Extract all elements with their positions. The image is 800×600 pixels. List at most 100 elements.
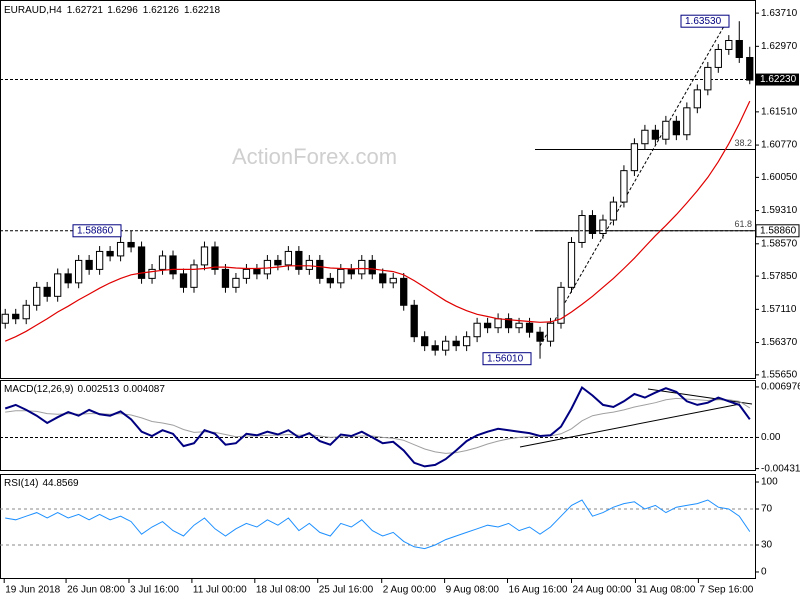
candle-body	[295, 250, 303, 270]
y-tick-label: -0.00431	[761, 463, 800, 474]
candle-body	[557, 286, 565, 324]
candle-body	[358, 259, 366, 275]
macd-panel	[0, 380, 756, 471]
candle-body	[232, 277, 240, 288]
y-tick-label: 1.60770	[761, 140, 798, 151]
rsi-value: 44.8569	[42, 478, 79, 489]
candle-body	[263, 259, 272, 275]
candle-body	[693, 89, 701, 109]
price-tag-label: 1.62230	[760, 74, 797, 85]
candle-body	[179, 273, 188, 288]
candle-body	[704, 66, 712, 91]
candle-body	[452, 340, 460, 347]
candle-body	[305, 259, 313, 270]
x-tick-label: 24 Aug 00:00	[572, 585, 631, 596]
price-tag	[756, 73, 799, 86]
annotation-box	[680, 14, 730, 28]
candle-body	[347, 268, 355, 275]
candle-body	[494, 318, 502, 329]
series-line	[4, 100, 751, 342]
candle-body	[316, 259, 324, 279]
macd-value: 0.002513	[77, 384, 119, 395]
x-tick-label: 2 Aug 00:00	[383, 585, 437, 596]
x-tick-label: 7 Sep 16:00	[699, 585, 753, 596]
candle-body	[22, 304, 30, 320]
candle-body	[410, 304, 418, 338]
y-tick-label: 0.00	[761, 432, 781, 443]
candle-body	[326, 277, 334, 284]
candle-body	[284, 250, 293, 266]
macd-trend-line	[647, 388, 753, 405]
y-tick-label: 100	[761, 477, 778, 488]
candle-body	[1, 313, 9, 324]
y-tick-label: 1.63710	[761, 8, 798, 19]
x-tick-label: 16 Aug 16:00	[509, 585, 568, 596]
candle-body	[127, 241, 135, 248]
candle-body	[546, 322, 555, 342]
candle-body	[641, 129, 649, 145]
y-tick-label: 1.55650	[761, 369, 798, 380]
annotation-box	[72, 224, 122, 238]
candle-body	[725, 39, 733, 50]
candle-body	[525, 322, 534, 333]
candle-body	[483, 322, 492, 329]
candle-body	[473, 322, 481, 338]
macd-trend-line	[519, 403, 741, 448]
annotation-label: 1.56010	[487, 353, 524, 364]
series-line	[4, 385, 751, 468]
candle-body	[64, 273, 72, 284]
candle-body	[400, 277, 408, 306]
candle-body	[683, 107, 691, 136]
candle-body	[148, 268, 156, 279]
candle-body	[116, 241, 125, 257]
candle-body	[431, 345, 439, 351]
series-line	[5, 397, 751, 454]
candle-body	[442, 340, 450, 351]
x-tick-label: 18 Jul 08:00	[256, 585, 311, 596]
symbol: EURAUD,H4	[4, 5, 62, 16]
rsi-header: RSI(14) 44.8569	[4, 478, 79, 489]
candle-body	[515, 322, 523, 329]
rsi-title: RSI(14)	[4, 478, 38, 489]
candle-body	[190, 264, 198, 288]
candle-body	[630, 143, 639, 172]
candle-body	[368, 259, 376, 275]
series-line	[5, 499, 751, 550]
annotation-box	[482, 352, 532, 366]
price-header: EURAUD,H4 1.62721 1.6296 1.62126 1.62218	[4, 5, 221, 16]
y-tick-label: 1.62970	[761, 41, 798, 52]
candle-body	[567, 241, 576, 288]
candle-body	[12, 313, 20, 320]
y-tick-label: 0	[761, 567, 767, 578]
rsi-panel	[0, 474, 756, 579]
x-tick-label: 19 Jun 2018	[5, 585, 60, 596]
y-tick-label: 1.56370	[761, 337, 798, 348]
candle-body	[504, 318, 513, 329]
candle-body	[421, 336, 429, 347]
candle-body	[746, 57, 754, 81]
header-low: 1.62126	[143, 5, 180, 16]
macd-title: MACD(12,26,9)	[4, 384, 73, 395]
candle-body	[158, 255, 167, 270]
header-open: 1.62721	[67, 5, 104, 16]
candle-body	[714, 48, 722, 68]
annotation-label: 1.63530	[685, 16, 722, 27]
level-tag-label: 1.58860	[760, 225, 797, 236]
candle-body	[253, 268, 261, 275]
candle-body	[379, 273, 387, 284]
y-tick-label: 1.61510	[761, 106, 798, 117]
candle-body	[389, 277, 397, 284]
candle-body	[672, 120, 680, 136]
y-tick-label: 30	[761, 540, 773, 551]
y-tick-label: 1.57850	[761, 271, 798, 282]
x-tick-label: 31 Aug 08:00	[636, 585, 695, 596]
candle-body	[651, 129, 660, 140]
y-tick-label: 1.57110	[761, 304, 797, 315]
header-close: 1.62218	[184, 5, 221, 16]
y-tick-label: 0.006976	[761, 382, 800, 393]
candle-body	[211, 246, 219, 270]
candle-body	[609, 201, 618, 221]
annotation-label: 1.58860	[77, 225, 114, 236]
candle-body	[578, 215, 586, 243]
